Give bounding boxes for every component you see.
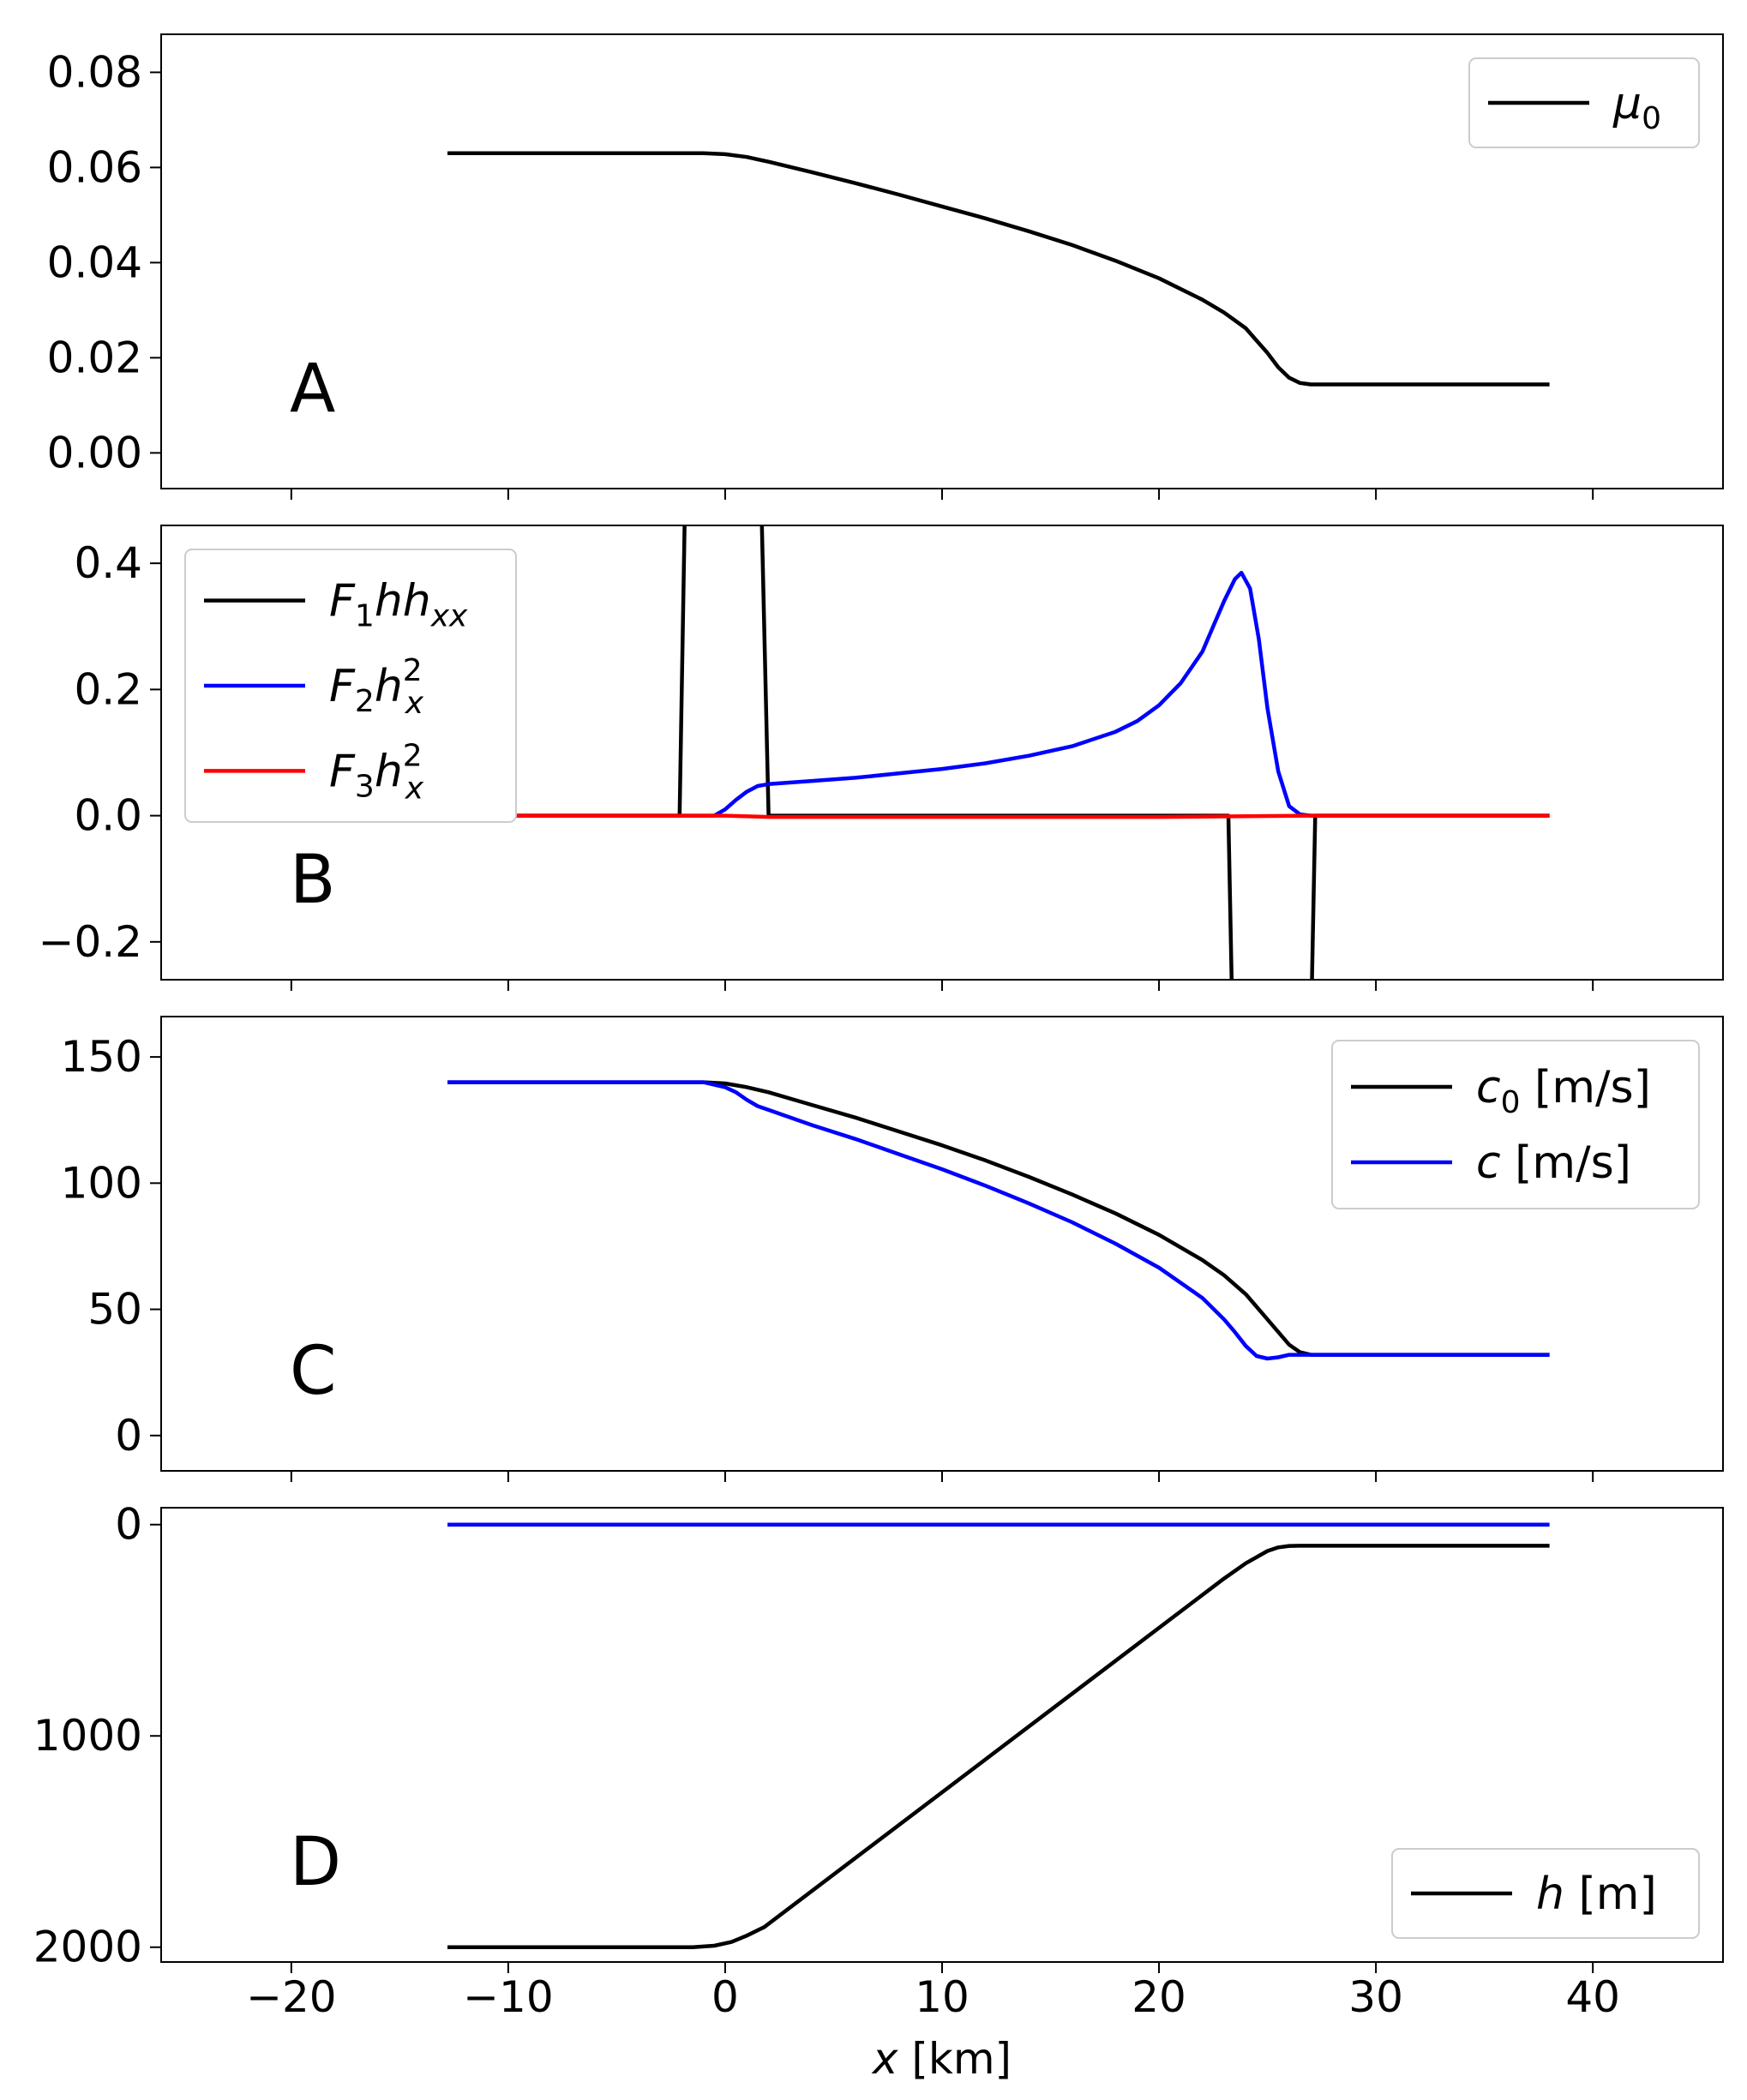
x-tick-label: 40	[1565, 1972, 1620, 2022]
legend-label: F3h2 x	[329, 738, 424, 806]
y-tick-label: 0.00	[47, 428, 142, 477]
y-tick-label: 0.02	[47, 333, 142, 382]
series-line-B-2	[447, 813, 1550, 819]
y-tick-label: 0.2	[74, 664, 142, 714]
panel-C: 0 50 100 150 Cc0 [m/s] c [m/s]	[61, 1016, 1724, 1482]
y-tick-label: 0.4	[74, 538, 142, 588]
panel-label: C	[290, 1333, 336, 1410]
y-tick-label: −0.2	[39, 917, 142, 967]
y-tick-label: 2000	[33, 1923, 142, 1972]
y-tick-label: 100	[61, 1158, 142, 1208]
x-tick-label: 30	[1348, 1972, 1403, 2022]
panel-label: B	[290, 842, 336, 919]
panel-A: 0.00 0.02 0.04 0.06 0.08 Aμ0	[47, 33, 1724, 500]
series-line-B-1	[447, 570, 1550, 818]
y-tick-label: 1000	[33, 1711, 142, 1761]
legend: h [m]	[1391, 1848, 1700, 1939]
y-tick-label: 0.04	[47, 237, 142, 287]
legend-label: F2h2 x	[329, 653, 424, 721]
series-line-A-0	[447, 151, 1550, 387]
y-tick-label: 0	[115, 1500, 142, 1550]
y-tick-label: 0.08	[47, 47, 142, 97]
series-line-C-1	[447, 1080, 1550, 1361]
legend-box	[1391, 1848, 1700, 1939]
x-tick-label: 0	[711, 1972, 739, 2022]
legend-label: c0 [m/s]	[1476, 1062, 1651, 1120]
y-tick-label: 0.0	[74, 791, 142, 841]
legend-label: F1hhxx	[329, 576, 468, 634]
y-tick-label: 150	[61, 1032, 142, 1082]
y-tick-label: 0.06	[47, 142, 142, 192]
legend: c0 [m/s] c [m/s]	[1331, 1040, 1700, 1209]
series-line-D-0	[447, 1544, 1550, 1949]
panel-D: 0 1000 2000 −20 −10 0 10 20 30 40 x [km] D h [m]	[33, 1500, 1724, 2084]
series-line-C-0	[447, 1080, 1550, 1357]
x-axis-label: x [km]	[871, 2034, 1012, 2084]
panel-label: A	[290, 351, 335, 428]
panel-B: −0.2 0.0 0.2 0.4 B F1hhxx F2h2 x F3h2 x	[39, 525, 1724, 991]
legend-box	[1331, 1040, 1700, 1209]
x-tick-label: −20	[246, 1972, 337, 2022]
legend-label: μ0	[1612, 78, 1661, 136]
legend-label: c [m/s]	[1476, 1137, 1631, 1189]
y-tick-label: 0	[115, 1411, 142, 1461]
legend-label: h [m]	[1536, 1869, 1657, 1920]
legend-box	[184, 549, 517, 823]
series-line-B-0	[447, 525, 1550, 980]
legend: F1hhxx F2h2 x F3h2 x	[184, 549, 517, 823]
legend: μ0	[1468, 57, 1700, 148]
panel-label: D	[290, 1824, 341, 1901]
x-tick-label: 20	[1132, 1972, 1186, 2022]
x-tick-label: −10	[463, 1972, 554, 2022]
y-tick-label: 50	[87, 1285, 142, 1335]
x-tick-label: 10	[915, 1972, 970, 2022]
